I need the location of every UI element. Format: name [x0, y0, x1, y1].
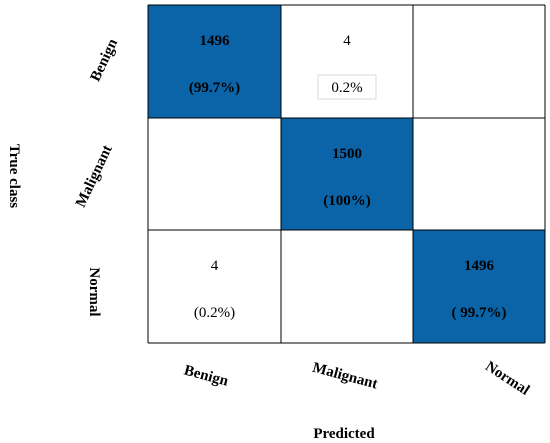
cell-count-malignant-malignant: 1500: [332, 146, 362, 162]
row-tick-normal: Normal: [86, 267, 102, 316]
cell-count-normal-benign: 4: [211, 258, 219, 274]
matrix-cell-malignant-benign: [148, 118, 281, 230]
cell-percent-normal-benign: (0.2%): [194, 305, 235, 321]
matrix-cell-normal-normal: [413, 230, 545, 343]
cell-count-benign-malignant: 4: [343, 33, 351, 49]
cell-label-box: [317, 74, 377, 100]
matrix-cell-normal-benign: [148, 230, 281, 343]
cell-count-benign-benign: 1496: [200, 33, 231, 49]
cell-percent-benign-malignant: 0.2%: [331, 80, 362, 96]
matrix-cell-malignant-normal: [413, 118, 545, 230]
x-axis-label: Predicted: [313, 426, 375, 442]
cell-percent-normal-normal: ( 99.7%): [452, 305, 507, 321]
matrix-cells: [148, 5, 545, 343]
col-tick-benign: Benign: [182, 363, 230, 390]
col-tick-normal: Normal: [482, 359, 532, 399]
cell-percent-malignant-malignant: (100%): [323, 193, 371, 209]
matrix-cell-benign-malignant: [281, 5, 413, 118]
matrix-cell-benign-benign: [148, 5, 281, 118]
matrix-grid: [147, 4, 546, 344]
y-axis-label: True class: [6, 144, 22, 208]
row-tick-malignant: Malignant: [73, 143, 116, 210]
cell-percent-benign-benign: (99.7%): [189, 80, 240, 96]
matrix-cell-malignant-malignant: [281, 118, 413, 230]
matrix-cell-texts: 1496 (99.7%) 4 0.2% 1500 (100%) 4 (0.2%) 1496 ( 9…: [189, 33, 507, 321]
col-tick-malignant: Malignant: [311, 360, 380, 393]
matrix-cell-normal-malignant: [281, 230, 413, 343]
matrix-cell-benign-normal: [413, 5, 545, 118]
cell-count-normal-normal: 1496: [464, 258, 495, 274]
row-tick-benign: Benign: [88, 36, 122, 84]
